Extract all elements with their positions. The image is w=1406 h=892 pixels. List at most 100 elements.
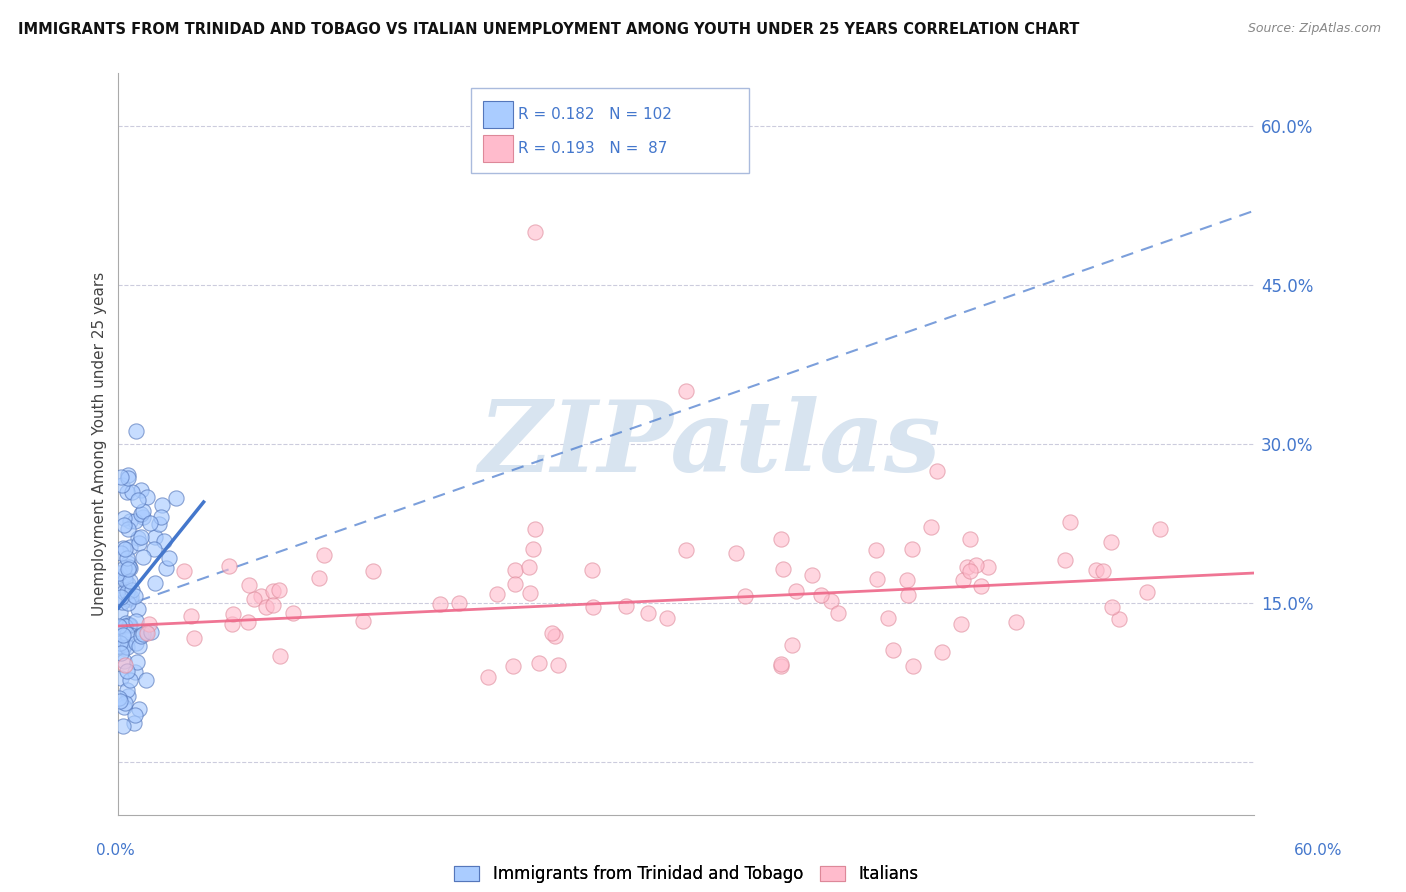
Point — [139, 516, 162, 530]
Point — [111, 595, 134, 609]
Point — [262, 584, 284, 599]
Point — [148, 517, 170, 532]
Point — [129, 629, 152, 643]
Point — [1108, 612, 1130, 626]
Point — [110, 590, 132, 604]
Point — [110, 470, 132, 484]
Point — [110, 646, 132, 660]
Point — [827, 607, 849, 621]
Point — [519, 586, 541, 600]
Point — [117, 471, 139, 485]
Point — [1099, 535, 1122, 549]
Point — [120, 540, 142, 554]
Point — [114, 696, 136, 710]
Point — [952, 574, 974, 588]
Point — [127, 655, 149, 669]
Point — [281, 607, 304, 621]
FancyBboxPatch shape — [471, 87, 749, 173]
Point — [122, 716, 145, 731]
Point — [150, 499, 173, 513]
Point — [173, 564, 195, 578]
Point — [724, 546, 747, 560]
Point — [522, 542, 544, 557]
Point — [112, 541, 135, 555]
Point — [111, 477, 134, 491]
Point — [118, 514, 141, 528]
Point — [769, 532, 792, 546]
Point — [581, 563, 603, 577]
Point — [772, 562, 794, 576]
Point — [131, 483, 153, 498]
Point — [135, 624, 157, 639]
Point — [131, 550, 153, 565]
Point — [114, 615, 136, 630]
Point — [115, 550, 138, 565]
Legend: Immigrants from Trinidad and Tobago, Italians: Immigrants from Trinidad and Tobago, Ita… — [446, 857, 927, 891]
Point — [529, 657, 551, 671]
Point — [108, 566, 131, 580]
Point — [1101, 599, 1123, 614]
Point — [262, 598, 284, 612]
Point — [485, 586, 508, 600]
Point — [120, 617, 142, 632]
Point — [876, 611, 898, 625]
Point — [155, 561, 177, 575]
Point — [903, 659, 925, 673]
Point — [128, 702, 150, 716]
Point — [449, 596, 471, 610]
Point — [769, 659, 792, 673]
Point — [780, 639, 803, 653]
Point — [523, 522, 546, 536]
Point — [112, 517, 135, 532]
Point — [115, 627, 138, 641]
Point — [675, 542, 697, 557]
Point — [1053, 553, 1076, 567]
Point — [976, 560, 998, 574]
Point — [117, 556, 139, 570]
Point — [820, 594, 842, 608]
Point — [108, 639, 131, 653]
Point — [112, 511, 135, 525]
Point — [124, 708, 146, 723]
Point — [250, 589, 273, 603]
Point — [120, 590, 142, 604]
Point — [114, 658, 136, 673]
Point — [180, 608, 202, 623]
Point — [183, 631, 205, 645]
Point — [153, 533, 176, 548]
Point — [117, 576, 139, 591]
Point — [969, 579, 991, 593]
Point — [523, 225, 546, 239]
Point — [129, 507, 152, 521]
Point — [269, 582, 291, 597]
Point — [115, 640, 138, 654]
Point — [882, 642, 904, 657]
Point — [1149, 522, 1171, 536]
Point — [135, 626, 157, 640]
Text: ZIPatlas: ZIPatlas — [478, 395, 941, 492]
Point — [114, 567, 136, 582]
Point — [308, 571, 330, 585]
Point — [118, 574, 141, 588]
Point — [138, 617, 160, 632]
Point — [108, 605, 131, 619]
Point — [931, 645, 953, 659]
Point — [117, 689, 139, 703]
Y-axis label: Unemployment Among Youth under 25 years: Unemployment Among Youth under 25 years — [93, 272, 107, 615]
Point — [114, 542, 136, 557]
Text: 60.0%: 60.0% — [1295, 843, 1343, 858]
Point — [361, 564, 384, 578]
Point — [117, 596, 139, 610]
Point — [114, 619, 136, 633]
Point — [118, 591, 141, 606]
Point — [675, 384, 697, 398]
Point — [1004, 615, 1026, 629]
Point — [149, 509, 172, 524]
Point — [132, 510, 155, 524]
Point — [128, 536, 150, 550]
Point — [312, 548, 335, 562]
Point — [118, 673, 141, 687]
Point — [121, 485, 143, 500]
Point — [108, 636, 131, 650]
Point — [769, 657, 792, 671]
